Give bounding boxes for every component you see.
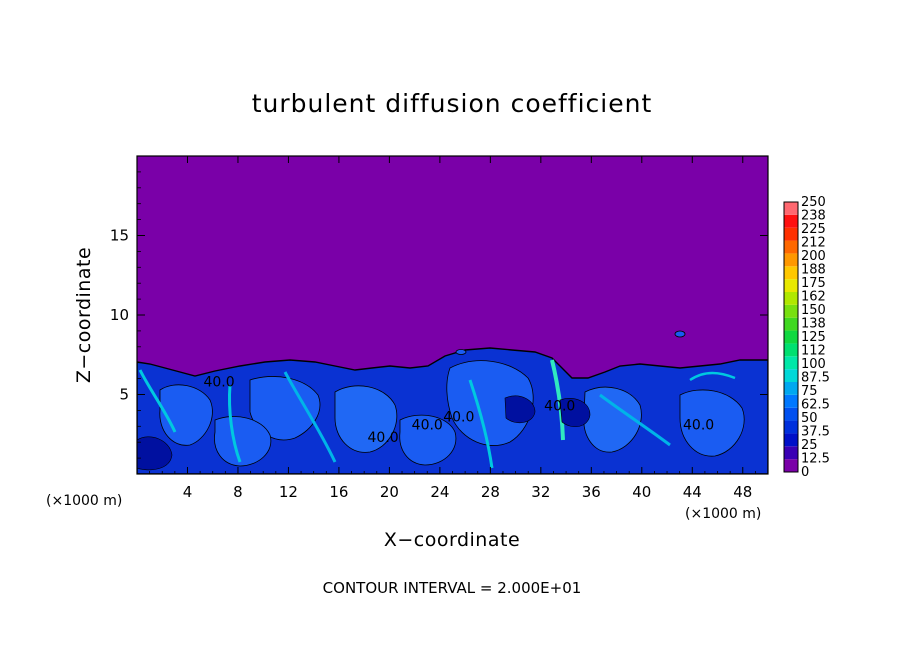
- colorbar-swatch: [784, 369, 798, 382]
- x-unit-right: (×1000 m): [685, 506, 761, 522]
- colorbar-swatch: [784, 253, 798, 267]
- cyan-filament: [283, 371, 337, 463]
- cyan-filament: [468, 379, 494, 469]
- turbulence-field: [137, 330, 768, 474]
- colorbar-label: 75: [801, 384, 818, 399]
- colorbar-swatch: [784, 317, 798, 331]
- eddy-cell: [679, 389, 745, 457]
- x-tick-label: 36: [582, 483, 601, 501]
- colorbar: 012.52537.55062.57587.510011212513815016…: [783, 195, 830, 480]
- colorbar-swatch: [784, 304, 798, 318]
- eddy-cell: [446, 360, 534, 446]
- colorbar-label: 162: [801, 290, 826, 305]
- colorbar-label: 0: [801, 465, 809, 480]
- colorbar-swatch: [784, 433, 798, 447]
- x-axis-label: X−coordinate: [384, 529, 520, 551]
- colorbar-label: 100: [801, 357, 826, 372]
- x-tick-label: 8: [233, 483, 243, 501]
- cyan-filament: [228, 384, 242, 463]
- colorbar-swatch: [784, 240, 798, 254]
- colorbar-frame: [783, 201, 799, 473]
- colorbar-label: 200: [801, 249, 826, 264]
- x-tick-label: 48: [733, 483, 752, 501]
- x-axis-ticks: 4 8 12 16 20 24 28 32 36 40 44 48: [149, 156, 756, 501]
- x-tick-label: 4: [183, 483, 193, 501]
- colorbar-label: 225: [801, 222, 826, 237]
- cyan-filament: [550, 359, 565, 441]
- x-tick-label: 44: [683, 483, 702, 501]
- cyan-filament: [599, 393, 671, 447]
- colorbar-label: 125: [801, 330, 826, 345]
- contour-label: 40.0: [412, 417, 443, 433]
- eddy-cell: [214, 416, 272, 467]
- colorbar-swatch: [784, 382, 798, 395]
- eddy-cell: [334, 385, 398, 453]
- colorbar-swatch: [784, 330, 798, 344]
- x-tick-label: 20: [380, 483, 399, 501]
- colorbar-label: 37.5: [801, 425, 830, 440]
- dark-patch: [137, 436, 173, 471]
- cyan-filament: [138, 369, 177, 433]
- eddy-cell: [399, 414, 457, 466]
- colorbar-label: 87.5: [801, 371, 830, 386]
- colorbar-swatch: [784, 459, 798, 472]
- contour-label: 40.0: [203, 375, 234, 391]
- isolated-patch: [674, 330, 686, 338]
- colorbar-swatch: [784, 266, 798, 280]
- colorbar-swatch: [784, 407, 798, 421]
- colorbar-label: 12.5: [801, 452, 830, 467]
- colorbar-swatch: [784, 292, 798, 305]
- colorbar-label: 25: [801, 438, 818, 453]
- contour-label: 40.0: [683, 417, 714, 433]
- colorbar-swatch: [784, 420, 798, 434]
- cyan-filament: [689, 371, 736, 382]
- colorbar-swatch: [784, 356, 798, 370]
- colorbar-label: 212: [801, 236, 826, 251]
- y-tick-label: 10: [110, 306, 129, 324]
- chart-title: turbulent diffusion coefficient: [252, 89, 653, 118]
- contour-label: 40.0: [443, 410, 474, 426]
- x-tick-label: 12: [279, 483, 298, 501]
- y-axis-label: Z−coordinate: [73, 247, 95, 383]
- plot-area: 40.040.040.0 40.040.040.0: [136, 155, 769, 475]
- y-axis-ticks: 5 10 15: [110, 171, 768, 459]
- contour-label: 40.0: [544, 398, 575, 414]
- colorbar-label: 50: [801, 411, 818, 426]
- colorbar-swatch: [784, 394, 798, 408]
- colorbar-label: 112: [801, 344, 826, 359]
- colorbar-label: 62.5: [801, 398, 830, 413]
- x-unit-left: (×1000 m): [46, 493, 122, 509]
- isolated-patch: [455, 349, 467, 355]
- dark-patch: [504, 395, 536, 424]
- contour-label: 40.0: [368, 430, 399, 446]
- y-tick-label: 15: [110, 227, 129, 245]
- eddy-cell: [583, 386, 642, 453]
- colorbar-label: 250: [801, 195, 826, 210]
- colorbar-swatch: [784, 227, 798, 241]
- x-tick-label: 24: [430, 483, 449, 501]
- x-tick-label: 16: [329, 483, 348, 501]
- colorbar-label: 150: [801, 303, 826, 318]
- colorbar-swatch: [784, 279, 798, 292]
- contour-interval-note: CONTOUR INTERVAL = 2.000E+01: [323, 579, 582, 597]
- x-tick-label: 28: [481, 483, 500, 501]
- colorbar-swatch: [784, 214, 798, 228]
- colorbar-label: 188: [801, 263, 826, 278]
- contour-labels: 40.040.040.0 40.040.040.0: [203, 375, 714, 447]
- y-tick-label: 5: [119, 386, 129, 404]
- colorbar-swatch: [784, 202, 798, 215]
- colorbar-label: 238: [801, 209, 826, 224]
- x-tick-label: 40: [632, 483, 651, 501]
- dark-patch: [559, 398, 591, 428]
- colorbar-swatch: [784, 343, 798, 357]
- colorbar-swatch: [784, 446, 798, 460]
- x-tick-label: 32: [531, 483, 550, 501]
- colorbar-label: 138: [801, 317, 826, 332]
- colorbar-label: 175: [801, 276, 826, 291]
